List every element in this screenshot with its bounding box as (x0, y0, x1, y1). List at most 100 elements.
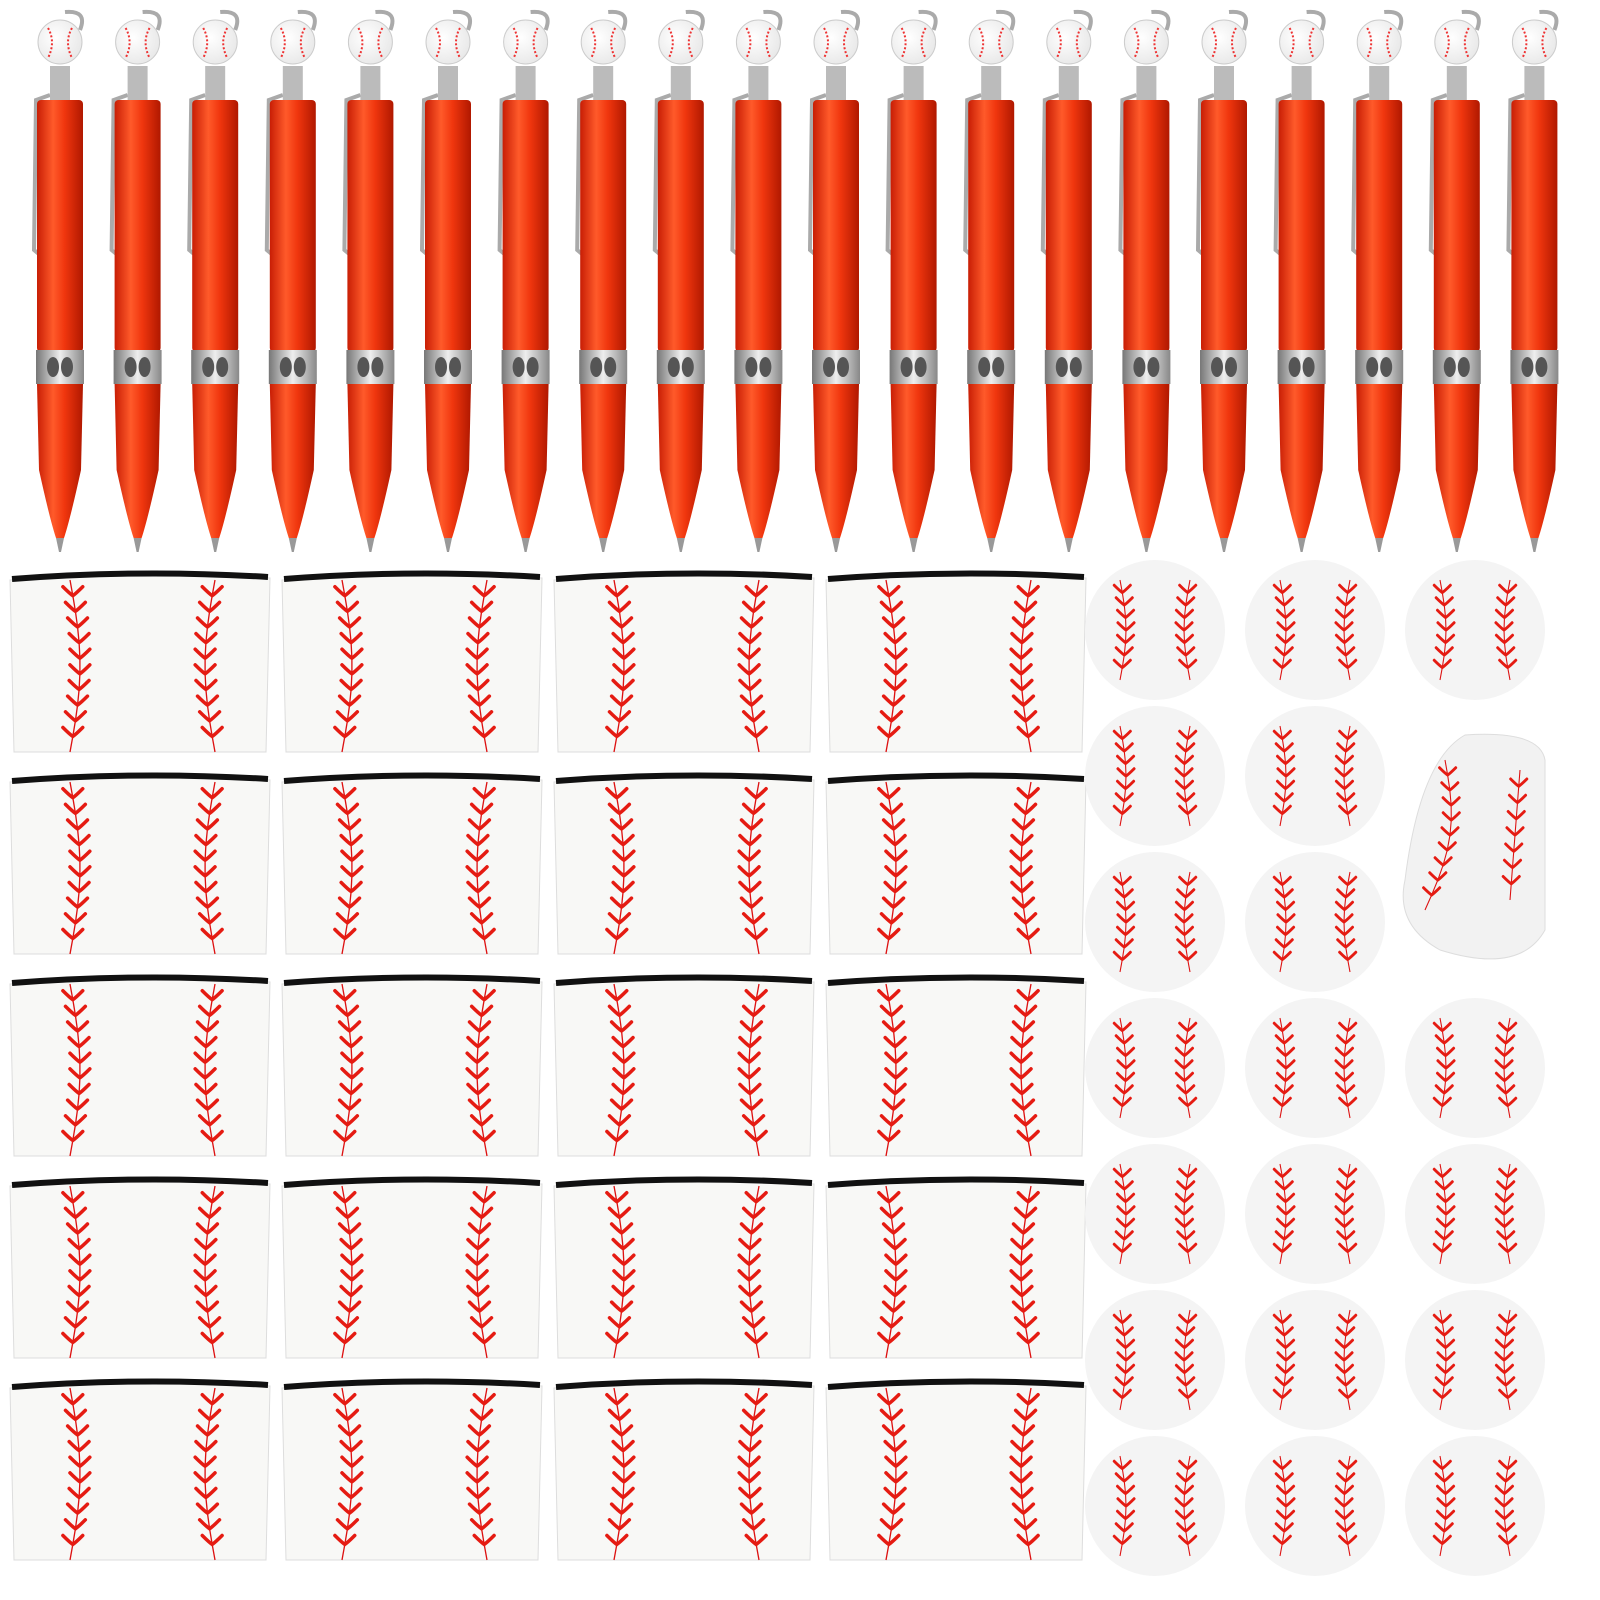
pen-tip (1375, 538, 1384, 552)
pen-grip (735, 384, 782, 538)
sticker (1085, 852, 1225, 992)
stitch (1432, 1021, 1452, 1033)
stitch (200, 584, 224, 598)
stitch (1334, 1205, 1354, 1216)
stitch (472, 927, 496, 941)
stitch (1116, 754, 1136, 766)
stitch (466, 1035, 490, 1049)
sticker (1085, 560, 1225, 700)
stitch (1114, 1326, 1134, 1337)
pen-band (1355, 350, 1404, 384)
stitch (1432, 1242, 1452, 1254)
stitch (67, 833, 91, 847)
stitch (1116, 1059, 1136, 1070)
stitch (744, 1331, 768, 1345)
stitch (197, 1206, 222, 1220)
stitch (879, 710, 904, 723)
stitch (879, 1206, 904, 1220)
pen-ball (1434, 19, 1480, 65)
stitch (877, 927, 901, 941)
stitch (1494, 621, 1514, 632)
pen-barrel (1356, 100, 1403, 352)
pen-grip (347, 384, 394, 538)
pen-band (1044, 350, 1093, 384)
stitch (1336, 1376, 1356, 1387)
stitch (1174, 608, 1194, 620)
stitch (1434, 1084, 1454, 1095)
pen-neck (903, 66, 924, 100)
stitch (337, 1300, 362, 1314)
stitch (879, 600, 904, 614)
stitch (63, 1004, 88, 1018)
pen-band-hole (526, 357, 539, 377)
stitch (200, 1533, 224, 1547)
seam-line (341, 579, 353, 753)
seam-line (885, 781, 897, 955)
pen-ball (192, 19, 238, 65)
pen-ball-seam (202, 27, 229, 59)
stitch (1276, 900, 1296, 912)
stitch (1112, 1388, 1132, 1400)
stitch (1016, 725, 1040, 739)
sticker (1085, 1144, 1225, 1284)
stitch (1338, 729, 1358, 741)
pen-band-hole (1225, 357, 1237, 377)
pouch-body (281, 573, 543, 753)
stitch (609, 818, 634, 832)
stitch (1494, 1059, 1514, 1070)
stitch (65, 1222, 90, 1236)
stitch (1276, 1192, 1296, 1204)
stitch (879, 912, 904, 925)
stitch (738, 1439, 762, 1453)
stitch (335, 600, 360, 614)
stitch (68, 663, 92, 676)
pen-ball-seam (435, 27, 461, 59)
pen-ball (580, 19, 626, 65)
stitch (1498, 1313, 1518, 1325)
pen-neck (1291, 66, 1312, 100)
stitch (737, 849, 761, 863)
stitch (737, 865, 761, 878)
stitch (195, 1222, 220, 1236)
stitch (68, 865, 92, 878)
stitch (1178, 1167, 1198, 1179)
stitch (340, 1471, 364, 1484)
seam-line (613, 579, 625, 753)
stitch (1114, 888, 1134, 899)
stitch (466, 631, 490, 645)
pen (31, 9, 85, 552)
stitch (1509, 777, 1529, 788)
stitch (1334, 1217, 1354, 1229)
sticker (1085, 706, 1225, 846)
pen-ball (425, 19, 471, 65)
stitch (1178, 875, 1198, 887)
pen-grip (269, 384, 316, 538)
stitch (1494, 1484, 1514, 1496)
pen-tip (1452, 538, 1461, 552)
pouch (9, 772, 271, 955)
stitch (1010, 1035, 1034, 1049)
stitch (340, 663, 364, 676)
stitch (1176, 1230, 1196, 1241)
pouch (825, 1176, 1087, 1359)
pen-band (346, 350, 395, 384)
stitch (1009, 865, 1033, 878)
pen-barrel (657, 100, 704, 352)
pen-tip (676, 538, 685, 552)
stitch (335, 1408, 360, 1422)
stitch (469, 1408, 494, 1422)
pen-band (579, 350, 628, 384)
stitch (741, 1114, 766, 1127)
stitch (1016, 584, 1040, 598)
seam-line (1020, 579, 1032, 753)
sticker (1405, 560, 1545, 700)
stitch (1274, 646, 1294, 657)
pouch-zipper (827, 570, 1085, 582)
stitch (197, 1004, 222, 1018)
stitch (1436, 1497, 1456, 1508)
stitch (1334, 900, 1354, 912)
stitch (1011, 1300, 1036, 1314)
pouch (553, 772, 815, 955)
pen-band (1510, 350, 1559, 384)
pen-band (656, 350, 705, 384)
